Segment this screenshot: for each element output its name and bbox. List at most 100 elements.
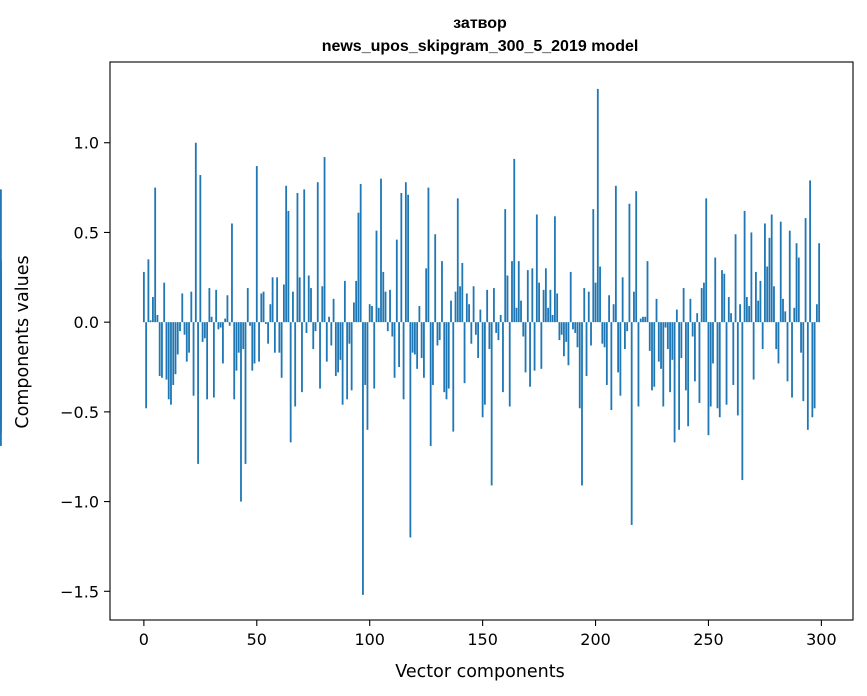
bar-61 [280, 322, 283, 378]
bar-85 [334, 322, 337, 376]
bar-281 [777, 322, 780, 364]
bar-260 [730, 313, 732, 323]
bar-100 [368, 304, 371, 323]
bar-146 [472, 286, 475, 323]
bar-16 [179, 322, 181, 332]
bar-18 [183, 322, 186, 335]
bar-84 [332, 298, 335, 323]
bar-26 [201, 322, 204, 342]
bar-0 [142, 271, 145, 323]
bar-200 [594, 282, 597, 323]
bar-62 [282, 284, 285, 323]
bar-13 [172, 322, 175, 385]
bar-232 [666, 322, 669, 350]
bar-34 [219, 322, 222, 328]
bar-45 [244, 322, 247, 464]
bar-279 [773, 286, 775, 323]
bar-76 [314, 322, 317, 332]
x-tick-label: 0 [139, 630, 149, 649]
bar-30 [210, 316, 213, 323]
x-axis-ticks: 0 50 100 150 200 250 300 [139, 620, 837, 649]
bar-155 [493, 288, 495, 323]
bar-63 [285, 185, 288, 323]
bar-131 [438, 322, 441, 341]
y-tick-label: 0.5 [74, 223, 99, 242]
bar-195 [583, 288, 586, 323]
bar-209 [614, 185, 617, 323]
bar-254 [716, 322, 719, 409]
bar-271 [754, 271, 757, 323]
bar-257 [723, 273, 726, 323]
bar-216 [630, 322, 633, 525]
bar-288 [793, 307, 796, 323]
bar-42 [237, 322, 240, 353]
bar-162 [508, 322, 511, 407]
bar-204 [603, 322, 606, 348]
bar-25 [199, 175, 202, 323]
bar-186 [563, 322, 565, 357]
bar-93 [352, 302, 355, 323]
bar-11 [167, 322, 170, 400]
bar-213 [624, 322, 626, 350]
bar-19 [185, 322, 188, 362]
bar-3 [149, 320, 152, 323]
x-axis-label: Vector components [395, 662, 564, 682]
bar-181 [551, 314, 554, 323]
bar-1 [145, 322, 148, 409]
bar-109 [389, 289, 391, 323]
bar-23 [194, 142, 197, 323]
bar-268 [748, 306, 751, 323]
y-tick-label: −1.5 [60, 582, 99, 601]
bar-291 [800, 322, 802, 353]
bar-233 [669, 322, 671, 393]
bar-263 [736, 322, 739, 416]
bar-220 [639, 318, 642, 323]
bar-10 [165, 322, 168, 380]
bar-127 [429, 322, 432, 446]
bar-145 [470, 322, 473, 344]
bar-8 [161, 322, 163, 378]
bar-57 [271, 277, 274, 323]
x-tick-label: 50 [247, 630, 267, 649]
bar-7 [158, 322, 161, 376]
bar-120 [413, 322, 416, 355]
bar-128 [432, 322, 434, 385]
bar-221 [642, 316, 644, 323]
bar-59 [276, 277, 279, 323]
bar-207 [610, 322, 613, 411]
bar-21 [190, 291, 193, 323]
bar-150 [481, 322, 484, 418]
bar-68 [296, 192, 299, 323]
bar-198 [590, 322, 592, 346]
bar-36 [224, 318, 227, 323]
bar-112 [395, 239, 398, 323]
bar-123 [420, 322, 423, 359]
bar-88 [341, 322, 344, 405]
bar-240 [684, 322, 687, 391]
bar-164 [513, 158, 516, 323]
bar-228 [657, 322, 660, 362]
bar-94 [355, 280, 358, 323]
bar-60 [278, 322, 281, 353]
bar-134 [445, 322, 448, 400]
bar-54 [264, 322, 267, 324]
bar-114 [400, 192, 403, 323]
bar-71 [303, 189, 306, 323]
plot-frame [109, 61, 854, 621]
bar-250 [707, 322, 710, 436]
bar-267 [745, 297, 748, 323]
bar-275 [764, 223, 766, 323]
bar-89 [343, 280, 346, 323]
bar-153 [488, 322, 491, 350]
bar-137 [452, 322, 455, 432]
bar-183 [556, 293, 559, 323]
bar-266 [743, 210, 746, 323]
bar-111 [393, 322, 396, 378]
bar-173 [533, 322, 536, 371]
bar-255 [718, 322, 721, 418]
bar-273 [759, 280, 762, 323]
bar-132 [441, 261, 443, 323]
bar-24 [197, 322, 199, 464]
bar-118 [409, 322, 412, 538]
bar-117 [407, 194, 410, 323]
